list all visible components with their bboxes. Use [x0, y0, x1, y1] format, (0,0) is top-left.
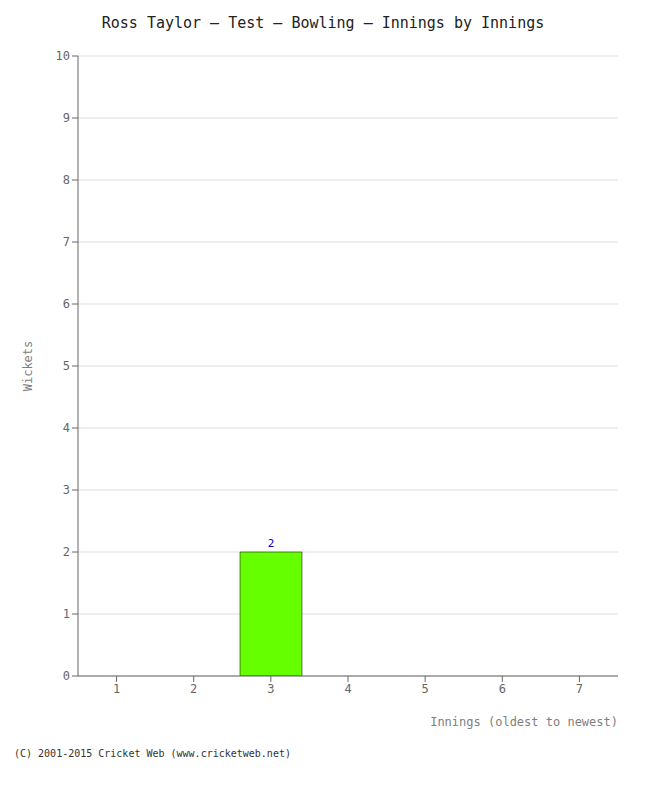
svg-text:1: 1: [113, 682, 120, 696]
svg-text:2: 2: [268, 537, 275, 550]
svg-text:4: 4: [63, 421, 70, 435]
svg-text:9: 9: [63, 111, 70, 125]
svg-text:0: 0: [63, 669, 70, 683]
html-text:Ross Taylor – Test – Bowling –: Ross Taylor – Test – Bowling – Innings b…: [101, 14, 545, 32]
svg-text:8: 8: [63, 173, 70, 187]
svg-text:6: 6: [499, 682, 506, 696]
svg-text:Innings (oldest to newest): Innings (oldest to newest): [430, 715, 618, 729]
svg-text:5: 5: [63, 359, 70, 373]
svg-text:2: 2: [190, 682, 197, 696]
svg-text:7: 7: [63, 235, 70, 249]
svg-text:3: 3: [267, 682, 274, 696]
svg-text:4: 4: [344, 682, 351, 696]
svg-text:7: 7: [576, 682, 583, 696]
svg-text:5: 5: [422, 682, 429, 696]
svg-text:10: 10: [56, 49, 70, 63]
html-text:(C) 2001-2015 Cricket Web (www: (C) 2001-2015 Cricket Web (www.cricketwe…: [14, 748, 291, 759]
svg-text:1: 1: [63, 607, 70, 621]
svg-text:Wickets: Wickets: [21, 341, 35, 392]
svg-text:6: 6: [63, 297, 70, 311]
svg-text:2: 2: [63, 545, 70, 559]
svg-text:3: 3: [63, 483, 70, 497]
